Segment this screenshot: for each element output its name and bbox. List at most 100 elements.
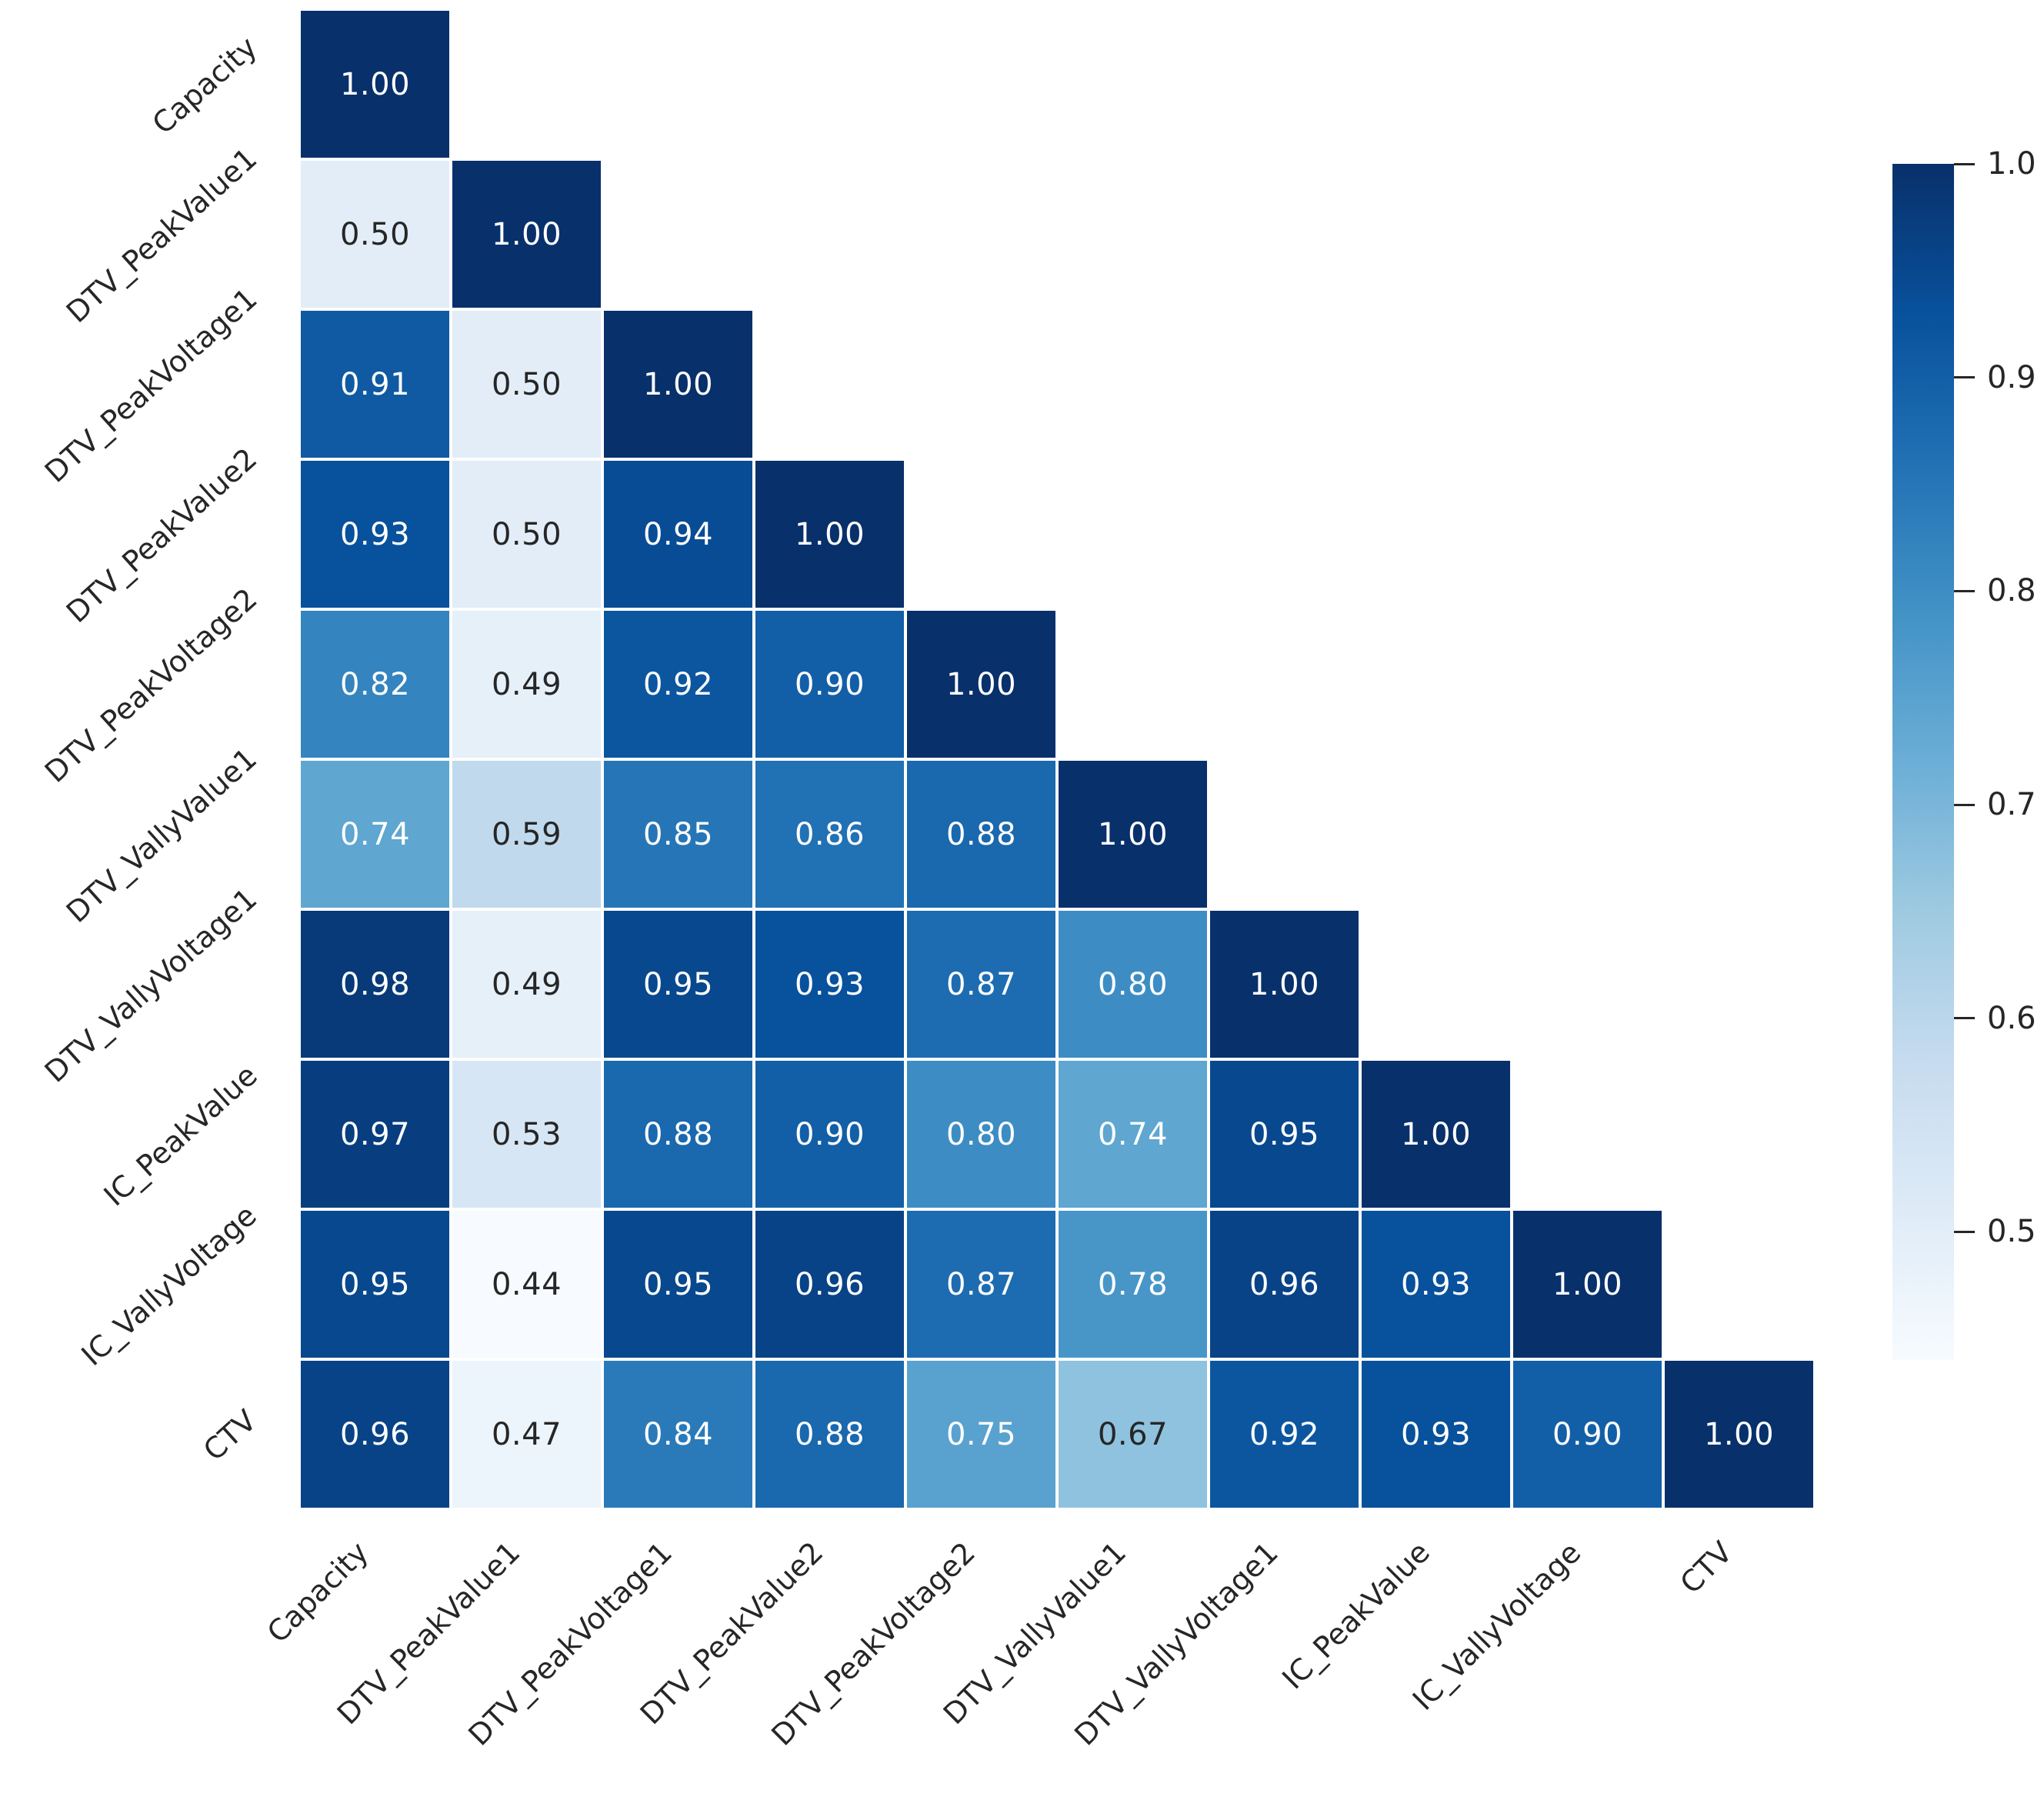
heatmap-cell: 0.90 [1512, 1359, 1663, 1509]
cell-value: 1.00 [491, 216, 562, 252]
colorbar-tick-mark [1954, 376, 1975, 379]
heatmap-cell: 0.90 [754, 1059, 905, 1209]
y-tick-label: Capacity [145, 29, 264, 141]
heatmap-cell: 0.59 [451, 759, 602, 909]
cell-value: 0.87 [945, 1266, 1017, 1302]
heatmap-cell: 1.00 [1209, 909, 1360, 1059]
heatmap-cell: 1.00 [1057, 759, 1209, 909]
cell-value: 0.94 [642, 516, 714, 552]
heatmap-cell: 1.00 [905, 609, 1057, 759]
heatmap-cell: 1.00 [299, 9, 451, 159]
heatmap-cell: 0.67 [1057, 1359, 1209, 1509]
heatmap-cell: 0.53 [451, 1059, 602, 1209]
heatmap-cell: 1.00 [1512, 1209, 1663, 1359]
cell-value: 0.96 [794, 1266, 865, 1302]
heatmap-cell: 0.93 [299, 459, 451, 609]
heatmap-cell: 0.47 [451, 1359, 602, 1509]
cell-value: 0.92 [642, 666, 714, 702]
heatmap-cell: 0.95 [602, 1209, 754, 1359]
cell-value: 0.95 [1249, 1116, 1320, 1152]
heatmap-cell: 0.85 [602, 759, 754, 909]
cell-value: 0.49 [491, 966, 562, 1002]
heatmap-cell: 0.86 [754, 759, 905, 909]
colorbar-tick-label: 0.6 [1987, 1000, 2036, 1036]
heatmap-cell: 0.75 [905, 1359, 1057, 1509]
cell-value: 0.50 [491, 516, 562, 552]
cell-value: 1.00 [794, 516, 865, 552]
cell-value: 1.00 [1400, 1116, 1472, 1152]
cell-value: 1.00 [642, 366, 714, 402]
colorbar-tick-label: 1.0 [1987, 146, 2036, 182]
cell-value: 0.93 [794, 966, 865, 1002]
heatmap-cell: 0.93 [754, 909, 905, 1059]
cell-value: 1.00 [945, 666, 1017, 702]
colorbar-tick-mark [1954, 1017, 1975, 1020]
heatmap-cell: 1.00 [602, 309, 754, 459]
cell-value: 0.85 [642, 816, 714, 852]
cell-value: 0.59 [491, 816, 562, 852]
colorbar-gradient [1892, 164, 1954, 1360]
cell-value: 0.86 [794, 816, 865, 852]
heatmap-cell: 0.96 [1209, 1209, 1360, 1359]
cell-value: 0.78 [1097, 1266, 1169, 1302]
cell-value: 0.92 [1249, 1416, 1320, 1452]
heatmap-cell: 0.50 [451, 459, 602, 609]
heatmap-cell: 0.88 [602, 1059, 754, 1209]
cell-value: 1.00 [1552, 1266, 1623, 1302]
heatmap-cell: 0.96 [754, 1209, 905, 1359]
cell-value: 1.00 [1249, 966, 1320, 1002]
cell-value: 0.95 [339, 1266, 411, 1302]
cell-value: 0.98 [339, 966, 411, 1002]
heatmap-cell: 0.91 [299, 309, 451, 459]
heatmap-cell: 1.00 [754, 459, 905, 609]
heatmap-cell: 0.88 [754, 1359, 905, 1509]
heatmap-cell: 0.97 [299, 1059, 451, 1209]
cell-value: 0.96 [1249, 1266, 1320, 1302]
cell-value: 0.80 [1097, 966, 1169, 1002]
cell-value: 0.80 [945, 1116, 1017, 1152]
cell-value: 0.75 [945, 1416, 1017, 1452]
cell-value: 0.96 [339, 1416, 411, 1452]
heatmap-cell: 0.44 [451, 1209, 602, 1359]
heatmap-cell: 0.93 [1360, 1359, 1512, 1509]
cell-value: 0.87 [945, 966, 1017, 1002]
cell-value: 0.88 [642, 1116, 714, 1152]
colorbar-tick-mark [1954, 162, 1975, 165]
cell-value: 0.50 [491, 366, 562, 402]
cell-value: 0.90 [794, 666, 865, 702]
heatmap-cell: 0.49 [451, 909, 602, 1059]
heatmap-cell: 1.00 [1360, 1059, 1512, 1209]
heatmap-cell: 0.96 [299, 1359, 451, 1509]
heatmap-cell: 0.95 [299, 1209, 451, 1359]
cell-value: 0.90 [794, 1116, 865, 1152]
heatmap-cell: 0.87 [905, 1209, 1057, 1359]
heatmap-cell: 1.00 [451, 159, 602, 309]
heatmap-cell: 0.78 [1057, 1209, 1209, 1359]
cell-value: 0.74 [339, 816, 411, 852]
cell-value: 0.97 [339, 1116, 411, 1152]
heatmap-cell: 0.82 [299, 609, 451, 759]
heatmap-cell: 0.80 [1057, 909, 1209, 1059]
cell-value: 1.00 [1703, 1416, 1775, 1452]
heatmap-cell: 0.74 [299, 759, 451, 909]
cell-value: 0.82 [339, 666, 411, 702]
heatmap-cell: 0.98 [299, 909, 451, 1059]
x-tick-label: IC_PeakValue [1275, 1535, 1436, 1696]
cell-value: 0.93 [1400, 1266, 1472, 1302]
cell-value: 0.88 [945, 816, 1017, 852]
cell-value: 1.00 [1097, 816, 1169, 852]
colorbar-tick-label: 0.5 [1987, 1214, 2036, 1250]
cell-value: 0.50 [339, 216, 411, 252]
heatmap-cell: 0.95 [1209, 1059, 1360, 1209]
cell-value: 0.47 [491, 1416, 562, 1452]
colorbar-tick-label: 0.9 [1987, 359, 2036, 395]
cell-value: 0.74 [1097, 1116, 1169, 1152]
heatmap-cell: 0.50 [299, 159, 451, 309]
cell-value: 0.93 [339, 516, 411, 552]
x-tick-label: CTV [1673, 1535, 1739, 1601]
heatmap-cell: 0.93 [1360, 1209, 1512, 1359]
heatmap-grid: 1.00 0.50 1.00 0.91 0.50 1.00 0.93 0.50 0.94 1.00… [299, 9, 1815, 1509]
y-tick-label: IC_PeakValue [97, 1058, 264, 1212]
heatmap-cell: 0.80 [905, 1059, 1057, 1209]
